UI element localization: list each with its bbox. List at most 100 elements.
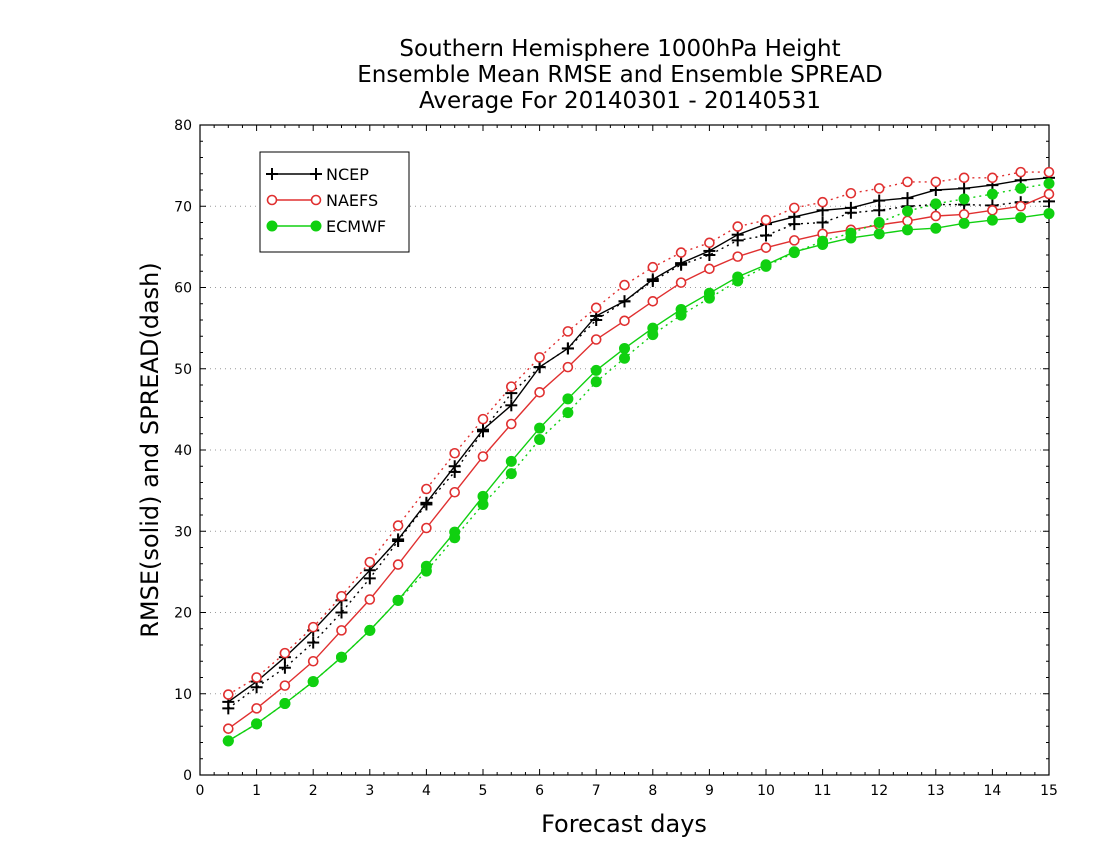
naefs-spread-point — [421, 483, 432, 495]
ecmwf-spread-series — [222, 178, 1055, 747]
legend-box — [259, 151, 410, 253]
legend-item-ecmwf: ECMWF — [266, 217, 386, 236]
y-tick-label: 30 — [174, 524, 192, 540]
legend-marker — [266, 220, 278, 232]
x-tick-label: 8 — [648, 783, 657, 799]
ecmwf-spread-point — [619, 352, 630, 364]
ecmwf-rmse-point — [1015, 212, 1027, 224]
x-tick-label: 2 — [309, 783, 318, 799]
ecmwf-spread-point — [449, 532, 461, 544]
naefs-rmse-point — [449, 486, 461, 498]
x-tick-label: 7 — [592, 783, 601, 799]
ecmwf-spread-point — [1043, 178, 1055, 189]
naefs-rmse-point — [590, 334, 602, 345]
ecmwf-spread-point — [1015, 182, 1027, 194]
ncep-spread-point — [873, 204, 886, 217]
naefs-rmse-point — [421, 522, 432, 534]
naefs-rmse-point — [505, 418, 517, 430]
naefs-spread-point — [704, 237, 715, 249]
ecmwf-rmse-point — [505, 455, 517, 467]
naefs-spread-point — [477, 413, 489, 425]
x-tick-label: 11 — [814, 783, 832, 799]
x-tick-label: 10 — [757, 783, 775, 799]
ecmwf-spread-point — [562, 407, 574, 419]
legend-marker — [310, 194, 322, 206]
ncep-spread-point — [222, 702, 235, 715]
naefs-spread-line — [227, 171, 1049, 696]
x-tick-label: 15 — [1040, 783, 1058, 799]
y-tick-label: 10 — [174, 687, 192, 703]
chart-title-line-3: Average For 20140301 - 20140531 — [418, 88, 822, 114]
ncep-rmse-point — [958, 182, 971, 195]
legend-marker — [310, 220, 322, 232]
y-tick-label: 40 — [174, 443, 192, 459]
naefs-spread-point — [534, 352, 545, 363]
naefs-spread-point — [817, 196, 828, 208]
chart-title: Southern Hemisphere 1000hPa Height Ensem… — [0, 36, 1100, 114]
y-axis-title: RMSE(solid) and SPREAD(dash) — [136, 262, 164, 638]
naefs-spread-point — [1015, 166, 1027, 178]
naefs-spread-point — [562, 326, 574, 337]
y-tick-label: 60 — [174, 281, 192, 297]
ecmwf-spread-point — [760, 260, 772, 272]
ncep-spread-point — [448, 465, 461, 478]
ecmwf-spread-point — [703, 292, 715, 304]
ecmwf-spread-point — [392, 594, 404, 606]
ecmwf-spread-point — [364, 624, 376, 636]
naefs-spread-point — [619, 279, 630, 291]
ncep-spread-point — [590, 314, 603, 326]
naefs-spread-point — [675, 247, 687, 258]
x-axis-title: Forecast days — [541, 810, 707, 838]
ecmwf-spread-point — [336, 651, 347, 663]
legend-marker — [310, 168, 322, 180]
ecmwf-rmse-point — [958, 217, 970, 229]
ecmwf-rmse-point — [930, 222, 942, 234]
series-lines — [222, 166, 1055, 747]
ecmwf-spread-point — [590, 376, 602, 388]
ncep-rmse-point — [505, 399, 518, 412]
ecmwf-spread-point — [307, 676, 319, 688]
legend-marker — [266, 168, 278, 180]
ecmwf-spread-line — [227, 182, 1050, 742]
legend-marker — [266, 194, 278, 206]
y-tick-label: 20 — [174, 606, 192, 622]
ecmwf-spread-point — [732, 275, 744, 287]
ncep-spread-point — [335, 606, 348, 619]
ecmwf-spread-point — [788, 247, 800, 259]
ecmwf-spread-point — [505, 468, 517, 480]
ecmwf-spread-point — [817, 235, 829, 247]
y-tick-label: 0 — [183, 768, 192, 784]
ecmwf-spread-point — [420, 565, 432, 577]
naefs-spread-point — [902, 176, 913, 188]
legend-label: ECMWF — [326, 217, 386, 236]
naefs-rmse-point — [336, 625, 347, 636]
legend-item-naefs: NAEFS — [266, 191, 378, 210]
ncep-spread-point — [307, 636, 320, 649]
ecmwf-rmse-point — [534, 422, 546, 434]
ecmwf-spread-point — [930, 198, 942, 210]
ecmwf-spread-point — [251, 718, 263, 730]
ecmwf-spread-point — [477, 498, 489, 510]
ncep-spread-point — [844, 206, 857, 219]
naefs-spread-point — [930, 176, 942, 188]
naefs-spread-point — [958, 172, 970, 184]
y-tick-label: 70 — [174, 199, 192, 215]
naefs-spread-point — [279, 647, 291, 659]
naefs-rmse-point — [619, 315, 630, 327]
naefs-rmse-point — [760, 242, 772, 253]
naefs-spread-point — [987, 172, 998, 184]
naefs-rmse-point — [902, 215, 913, 227]
legend-label: NCEP — [326, 165, 369, 184]
ecmwf-rmse-point — [590, 364, 602, 376]
ecmwf-rmse-point — [986, 214, 998, 226]
ncep-spread-point — [618, 295, 631, 308]
naefs-spread-point — [873, 183, 885, 194]
x-tick-label: 4 — [422, 783, 431, 799]
naefs-spread-point — [732, 221, 744, 232]
ncep-spread-point — [561, 342, 574, 355]
x-tick-label: 5 — [479, 783, 488, 799]
ncep-spread-point — [788, 218, 801, 231]
ecmwf-rmse-point — [902, 224, 913, 236]
x-tick-label: 3 — [365, 783, 374, 799]
